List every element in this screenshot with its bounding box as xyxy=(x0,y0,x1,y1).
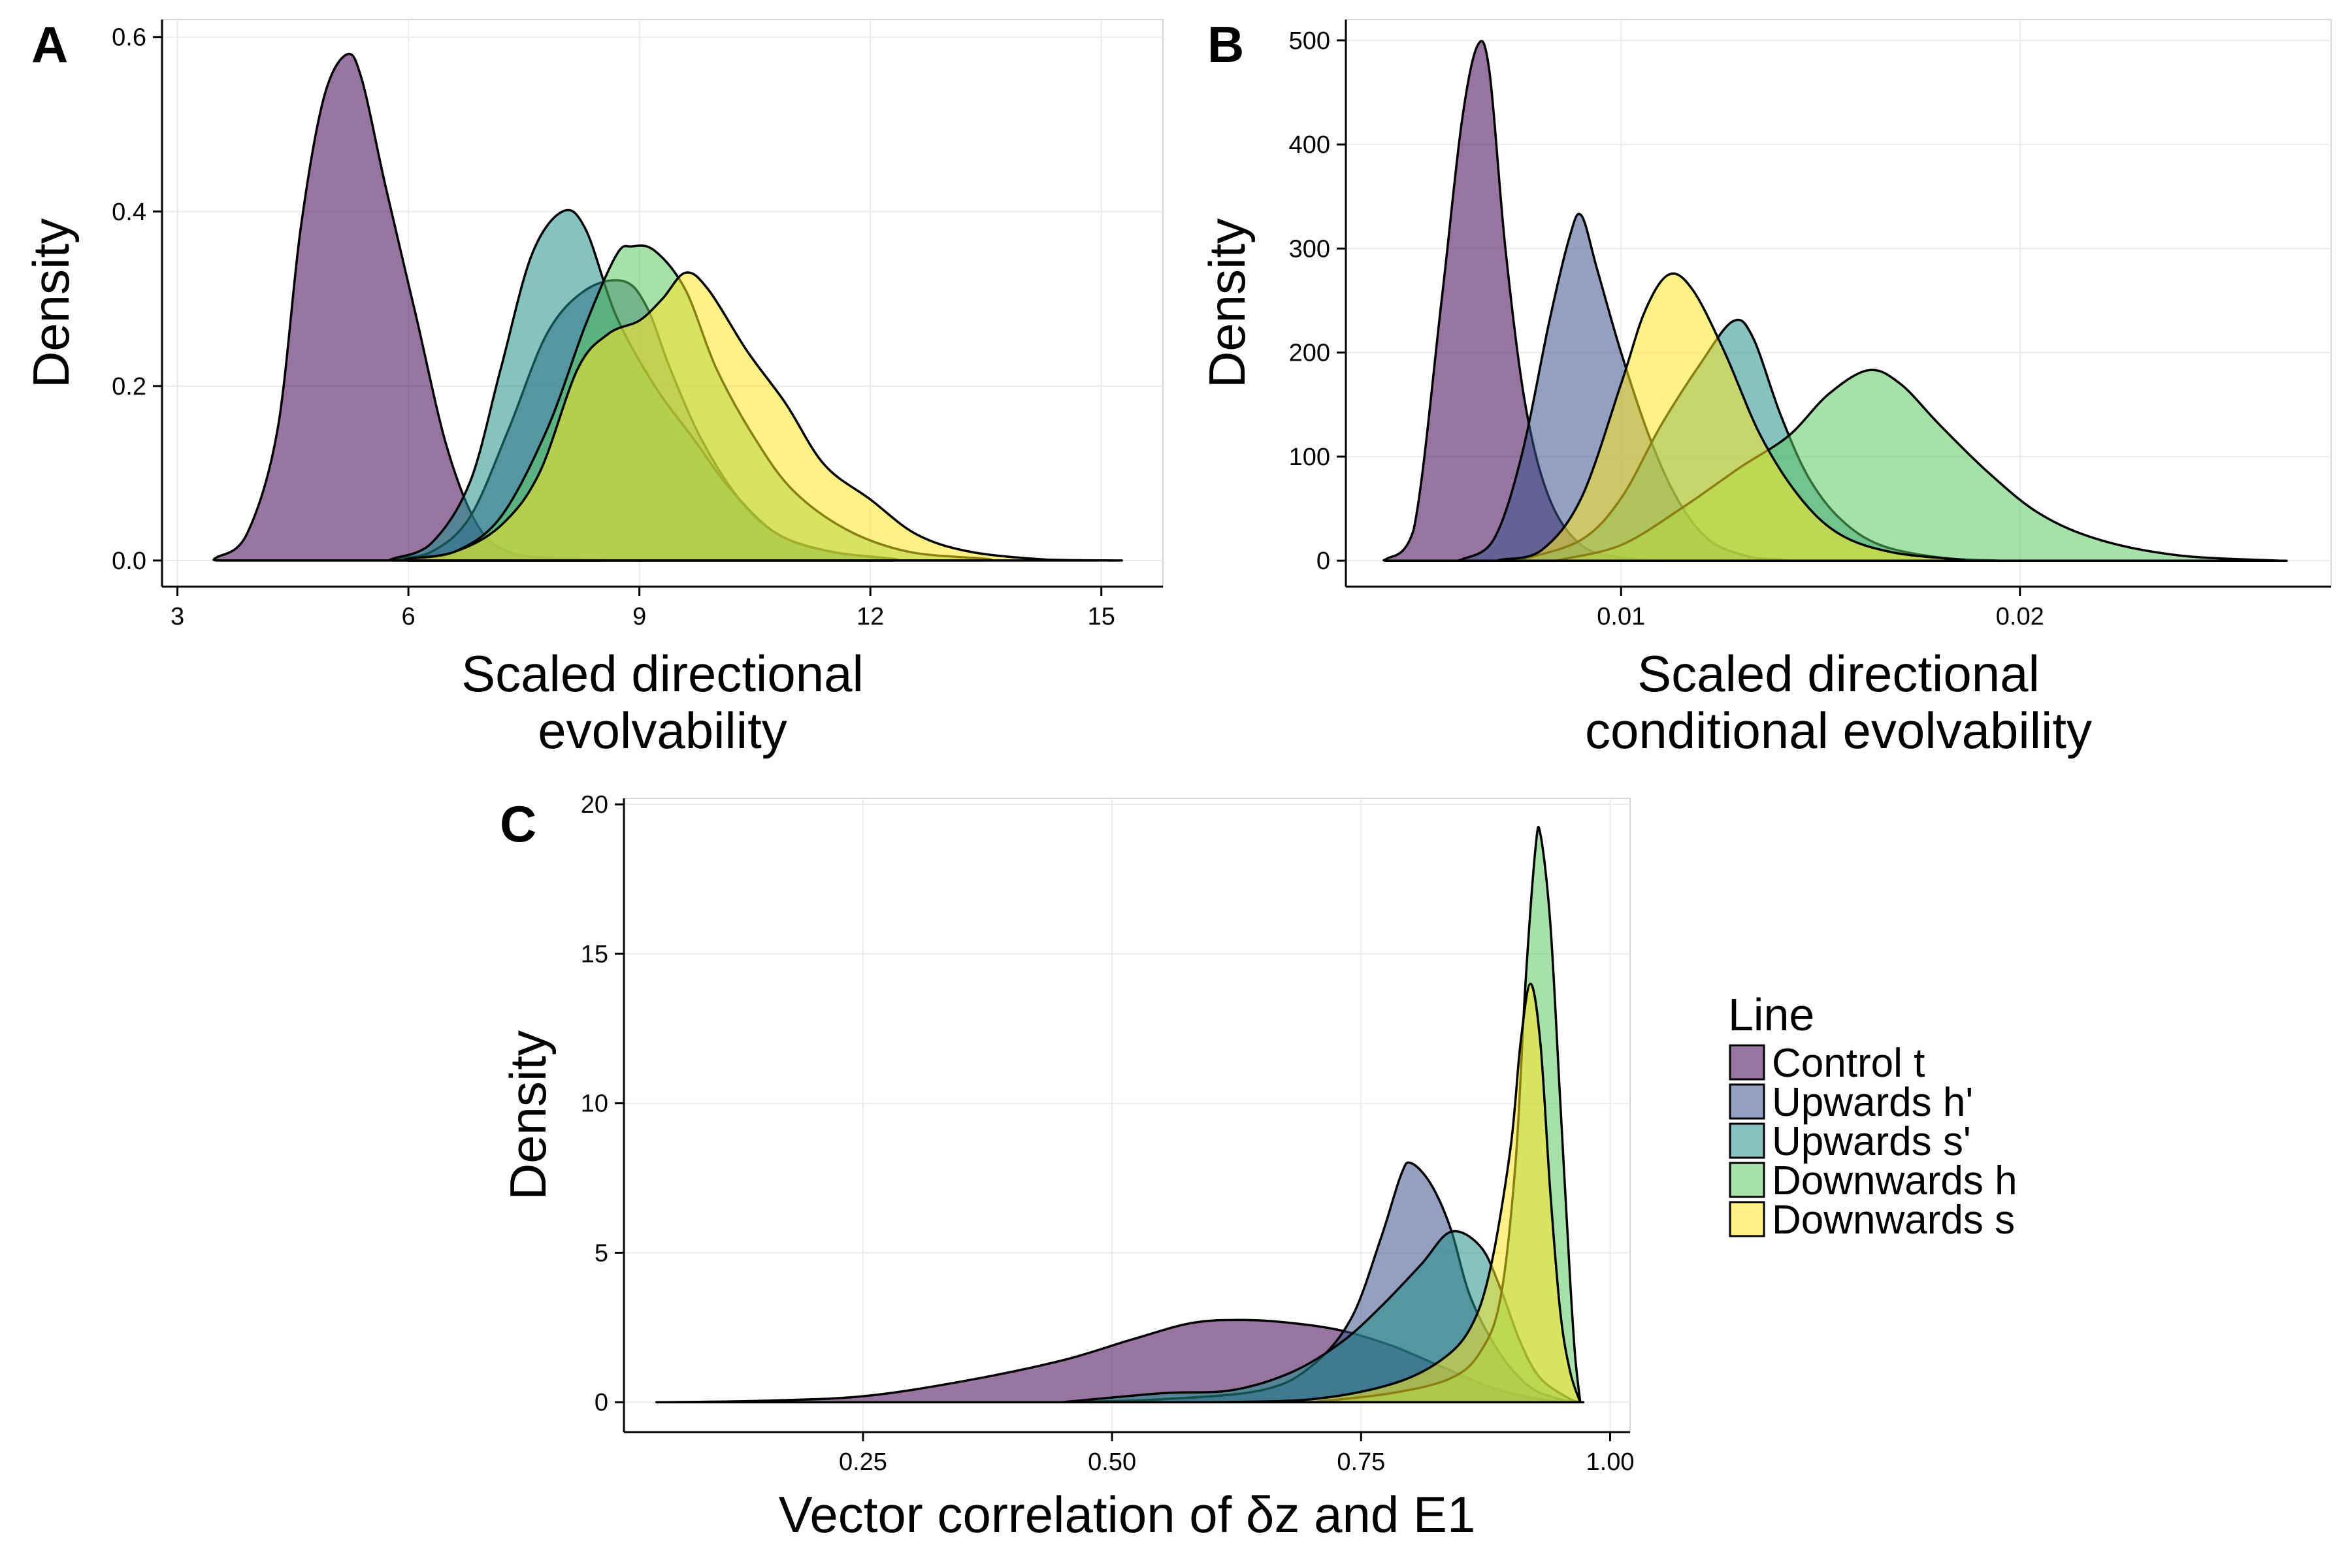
y-tick-label: 0.6 xyxy=(112,24,146,52)
panel-tag: A xyxy=(31,16,68,73)
legend-swatch xyxy=(1729,1083,1765,1120)
y-tick-label: 10 xyxy=(581,1090,608,1118)
panel-tag: C xyxy=(500,795,536,853)
x-tick-label: 0.50 xyxy=(1088,1448,1136,1476)
y-tick-label: 5 xyxy=(595,1239,608,1267)
legend-label: Control t xyxy=(1772,1041,1925,1086)
legend-label: Downwards s xyxy=(1772,1198,2015,1243)
y-tick-label: 500 xyxy=(1289,27,1330,55)
x-tick-label: 6 xyxy=(402,603,416,630)
x-tick-label: 1.00 xyxy=(1586,1448,1635,1476)
y-axis-title: Density xyxy=(1198,218,1256,388)
y-tick-label: 400 xyxy=(1289,131,1330,159)
legend-swatch xyxy=(1729,1122,1765,1159)
legend-swatch xyxy=(1729,1044,1765,1081)
panel-tag: B xyxy=(1207,16,1244,73)
y-tick-label: 0.4 xyxy=(112,199,146,226)
x-axis-title: Vector correlation of δz and E1 xyxy=(779,1486,1476,1543)
y-tick-label: 200 xyxy=(1289,340,1330,367)
x-axis-title: Scaled directional xyxy=(461,645,864,702)
x-axis-title: conditional evolvability xyxy=(1585,702,2092,759)
x-tick-label: 0.02 xyxy=(1996,603,2044,630)
y-tick-label: 15 xyxy=(581,941,608,968)
panel-A: 3 6 9 12 15 0.0 0.2 0.4 0.6 Density Scaled directi… xyxy=(22,16,1164,759)
x-tick-label: 12 xyxy=(857,603,884,630)
y-axis-title: Density xyxy=(22,218,80,388)
x-tick-label: 15 xyxy=(1088,603,1115,630)
x-tick-label: 3 xyxy=(171,603,184,630)
y-axis-title: Density xyxy=(499,1030,557,1200)
y-tick-label: 300 xyxy=(1289,235,1330,263)
y-tick-label: 0 xyxy=(595,1389,608,1416)
y-tick-label: 0.2 xyxy=(112,373,146,400)
legend-swatch xyxy=(1729,1162,1765,1198)
panel-C: 0.25 0.50 0.75 1.00 0 5 10 15 20 Density Vector co… xyxy=(499,791,1634,1543)
density-downwards-s xyxy=(1203,982,1582,1403)
legend-label: Upwards h' xyxy=(1772,1080,1973,1125)
x-axis-title: evolvability xyxy=(538,702,787,759)
x-tick-label: 0.75 xyxy=(1337,1448,1385,1476)
legend-swatch xyxy=(1729,1201,1765,1237)
x-tick-label: 0.25 xyxy=(839,1448,887,1476)
y-tick-label: 100 xyxy=(1289,444,1330,471)
legend-label: Downwards h xyxy=(1772,1158,2017,1203)
x-tick-label: 0.01 xyxy=(1597,603,1645,630)
x-axis-title: Scaled directional xyxy=(1637,645,2040,702)
legend-label: Upwards s' xyxy=(1772,1119,1971,1164)
legend-title: Line xyxy=(1728,989,1814,1040)
y-tick-label: 0.0 xyxy=(112,547,146,575)
density-downwards-s xyxy=(1497,272,1967,562)
y-tick-label: 20 xyxy=(581,791,608,819)
y-tick-label: 0 xyxy=(1316,547,1330,575)
density-downwards-s xyxy=(404,271,1123,562)
x-tick-label: 9 xyxy=(632,603,646,630)
panel-B: 0.01 0.02 0 100 200 300 400 500 Density Scaled di… xyxy=(1198,16,2332,759)
